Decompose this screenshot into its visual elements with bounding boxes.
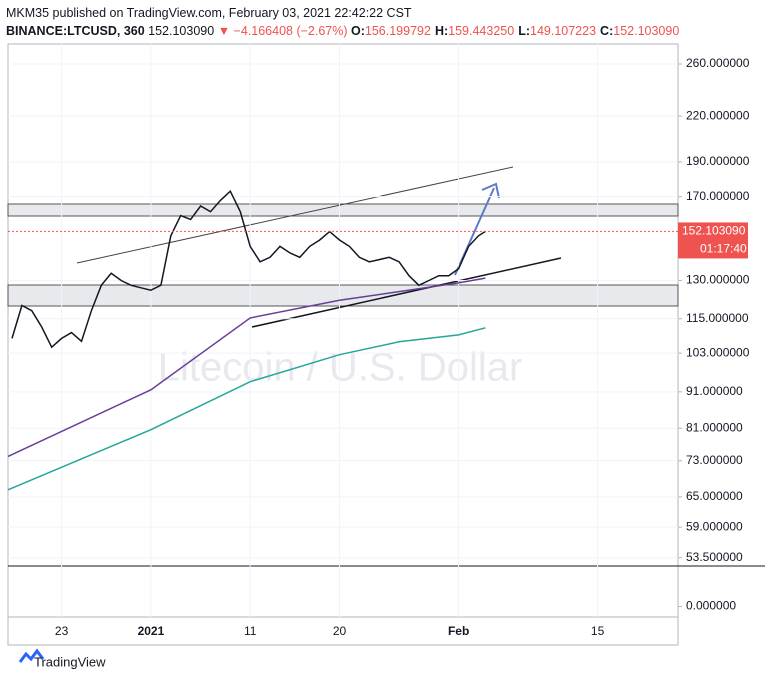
y-tick-label: 220.000000: [686, 108, 750, 122]
x-tick-label: 11: [244, 624, 257, 638]
x-tick-label: Feb: [448, 624, 469, 638]
y-tick-label: 81.000000: [686, 420, 743, 434]
y-tick-label: 115.000000: [686, 311, 749, 325]
ohlc-label: C:: [600, 24, 614, 38]
price-line: [7, 277, 486, 458]
y-tick-label: 170.000000: [686, 189, 750, 203]
y-tick-label: 53.500000: [686, 550, 743, 564]
y-tick-label: 130.000000: [686, 273, 750, 287]
header: MKM35 published on TradingView.com, Febr…: [6, 4, 683, 40]
y-tick-label: 59.000000: [686, 519, 743, 533]
ohlc-value: 156.199792: [364, 24, 431, 38]
y-tick-label: 73.000000: [686, 453, 743, 467]
zone: [7, 203, 679, 217]
x-tick-label: 23: [55, 624, 69, 638]
price-label: 152.103090: [682, 224, 746, 238]
price-line: [11, 189, 486, 349]
frame: [7, 43, 679, 646]
y-tick-label: 91.000000: [686, 384, 743, 398]
trend-line: [76, 166, 514, 264]
y-tick-label: 190.000000: [686, 154, 750, 168]
x-tick-label: 2021: [138, 624, 165, 638]
y-tick-label: 260.000000: [686, 56, 750, 70]
logo: [18, 648, 45, 663]
header-line: BINANCE:LTCUSD, 360 152.103090 ▼ −4.1664…: [6, 22, 683, 40]
zone: [7, 284, 679, 307]
countdown: 01:17:40: [700, 242, 747, 256]
y-tick-label: 103.000000: [686, 345, 750, 359]
ohlc-label: O:: [351, 24, 365, 38]
ohlc-label: H:: [434, 24, 449, 38]
change: ▼ −4.166408 (−2.67%): [217, 24, 348, 38]
arrow-head: [481, 182, 500, 199]
y-tick-label: 65.000000: [686, 489, 743, 503]
ohlc-value: 152.103090: [613, 24, 680, 38]
brand: TradingView: [34, 654, 106, 669]
header-line: MKM35 published on TradingView.com, Febr…: [6, 6, 412, 20]
trend-line: [251, 257, 562, 328]
y-tick-label: 0.000000: [686, 599, 736, 613]
ohlc-value: 149.107223: [530, 24, 597, 38]
ohlc-label: L:: [518, 24, 530, 38]
price-badge: [678, 222, 748, 259]
price-line: [7, 327, 486, 491]
ohlc: O:156.199792 H:159.443250 L:149.107223 C:15…: [351, 24, 683, 38]
x-tick-label: 15: [591, 624, 605, 638]
ohlc-value: 159.443250: [448, 24, 515, 38]
symbol: BINANCE:LTCUSD, 360: [6, 24, 145, 38]
x-tick-label: 20: [333, 624, 347, 638]
last: 152.103090: [148, 24, 215, 38]
